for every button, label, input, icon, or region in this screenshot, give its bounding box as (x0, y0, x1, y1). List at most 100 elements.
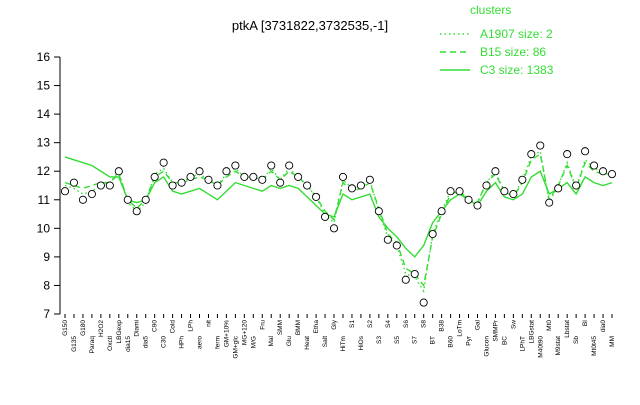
sample-point (383, 235, 392, 244)
sample-point (303, 181, 312, 190)
x-tick-label: BT (430, 336, 437, 344)
x-tick-label: SMMPr (492, 319, 499, 342)
legend-label: A1907 size: 2 (480, 27, 553, 41)
sample-point (527, 150, 536, 159)
chart-title: ptkA [3731822,3732535,-1] (232, 18, 388, 33)
x-tick-label: M40t90 (537, 336, 544, 358)
x-tick-label: Gly (331, 319, 338, 330)
sample-point (607, 170, 617, 179)
sample-point (249, 172, 258, 181)
x-tick-label: LPhT (519, 336, 526, 352)
sample-point (204, 175, 213, 184)
x-tick-label: Oxctl (107, 335, 114, 350)
x-tick-label: S4 (385, 320, 392, 328)
sample-point (294, 172, 303, 181)
sample-point (222, 167, 231, 176)
sample-point (186, 172, 195, 181)
x-tick-label: HPh (179, 336, 186, 349)
x-tick-label: S7 (412, 336, 419, 344)
sample-point (410, 269, 419, 279)
sample-point (258, 175, 267, 184)
x-tick-label: S2 (367, 320, 374, 328)
sample-point (240, 172, 249, 181)
x-tick-label: MG+120 (241, 320, 248, 345)
sample-point (141, 195, 150, 204)
sample-point (123, 195, 132, 204)
x-tick-label: HiOs (358, 335, 365, 350)
sample-point (159, 158, 168, 167)
x-tick-label: Etha (313, 320, 320, 334)
sample-point (105, 181, 114, 190)
sample-point (231, 161, 240, 170)
x-tick-label: LBGstat (528, 320, 535, 344)
y-tick-label: 11 (38, 193, 51, 207)
x-tick-label: S1 (349, 320, 356, 328)
sample-point (590, 161, 599, 170)
y-tick-label: 8 (43, 278, 50, 292)
x-tick-label: Mt0 (546, 320, 553, 331)
sample-point (491, 167, 500, 176)
sample-point (563, 150, 572, 159)
x-tick-label: Sb (573, 336, 580, 344)
x-tick-label: Lbstat (564, 320, 571, 338)
sample-point (419, 298, 428, 307)
y-tick-label: 15 (37, 79, 51, 93)
x-tick-label: Mt0t45 (591, 336, 598, 356)
sample-point (267, 161, 276, 170)
x-tick-label: Fru (259, 320, 266, 330)
sample-point (455, 187, 464, 196)
legend-label: B15 size: 86 (480, 45, 546, 59)
x-tick-label: LPh (188, 320, 195, 332)
sample-point (536, 141, 545, 150)
x-tick-label: B60 (448, 336, 455, 348)
x-tick-label: nit (205, 320, 212, 327)
x-tick-label: S3 (376, 336, 383, 344)
sample-point (329, 224, 339, 233)
sample-point (392, 241, 401, 250)
sample-point (437, 207, 446, 216)
sample-point (150, 172, 159, 181)
x-tick-label: B38 (439, 320, 446, 332)
x-tick-label: GM+glc (232, 335, 239, 358)
sample-point (195, 167, 204, 176)
sample-point (554, 184, 563, 193)
sample-point (60, 187, 70, 196)
sample-point (78, 195, 87, 204)
x-tick-label: Mal (268, 335, 275, 346)
x-tick-label: S6 (403, 320, 410, 328)
sample-point (581, 147, 590, 156)
sample-point (598, 167, 608, 176)
sample-point (572, 181, 581, 190)
x-tick-label: G150 (62, 320, 69, 336)
y-tick-label: 9 (43, 250, 50, 264)
x-tick-label: G180 (80, 320, 87, 336)
x-tick-label: G135 (71, 336, 78, 352)
x-tick-label: M/G (250, 336, 257, 348)
x-tick-label: Glucon (483, 336, 490, 357)
sample-point (374, 207, 383, 216)
x-tick-label: M9stat (555, 336, 562, 356)
sample-point (312, 192, 321, 201)
x-tick-label: dia5 (143, 336, 150, 349)
sample-point (401, 275, 410, 284)
sample-point (69, 178, 79, 187)
y-tick-label: 10 (37, 221, 51, 235)
x-tick-label: BC (501, 336, 508, 345)
x-tick-label: ferm (214, 336, 221, 349)
y-tick-label: 16 (37, 50, 51, 64)
sample-point (518, 175, 527, 184)
sample-point (482, 181, 491, 190)
sample-point (320, 212, 330, 221)
sample-point (428, 229, 437, 239)
y-tick-label: 7 (43, 307, 50, 321)
x-tick-label: Heat (304, 336, 311, 350)
sample-point (545, 198, 554, 207)
legend-label: C3 size: 1383 (480, 63, 554, 77)
x-tick-label: dia15 (125, 336, 132, 352)
sample-point (96, 181, 105, 190)
sample-point (168, 181, 177, 190)
x-tick-label: Glu (286, 336, 293, 347)
sample-point (338, 172, 348, 181)
x-tick-label: Paraq (89, 336, 96, 354)
